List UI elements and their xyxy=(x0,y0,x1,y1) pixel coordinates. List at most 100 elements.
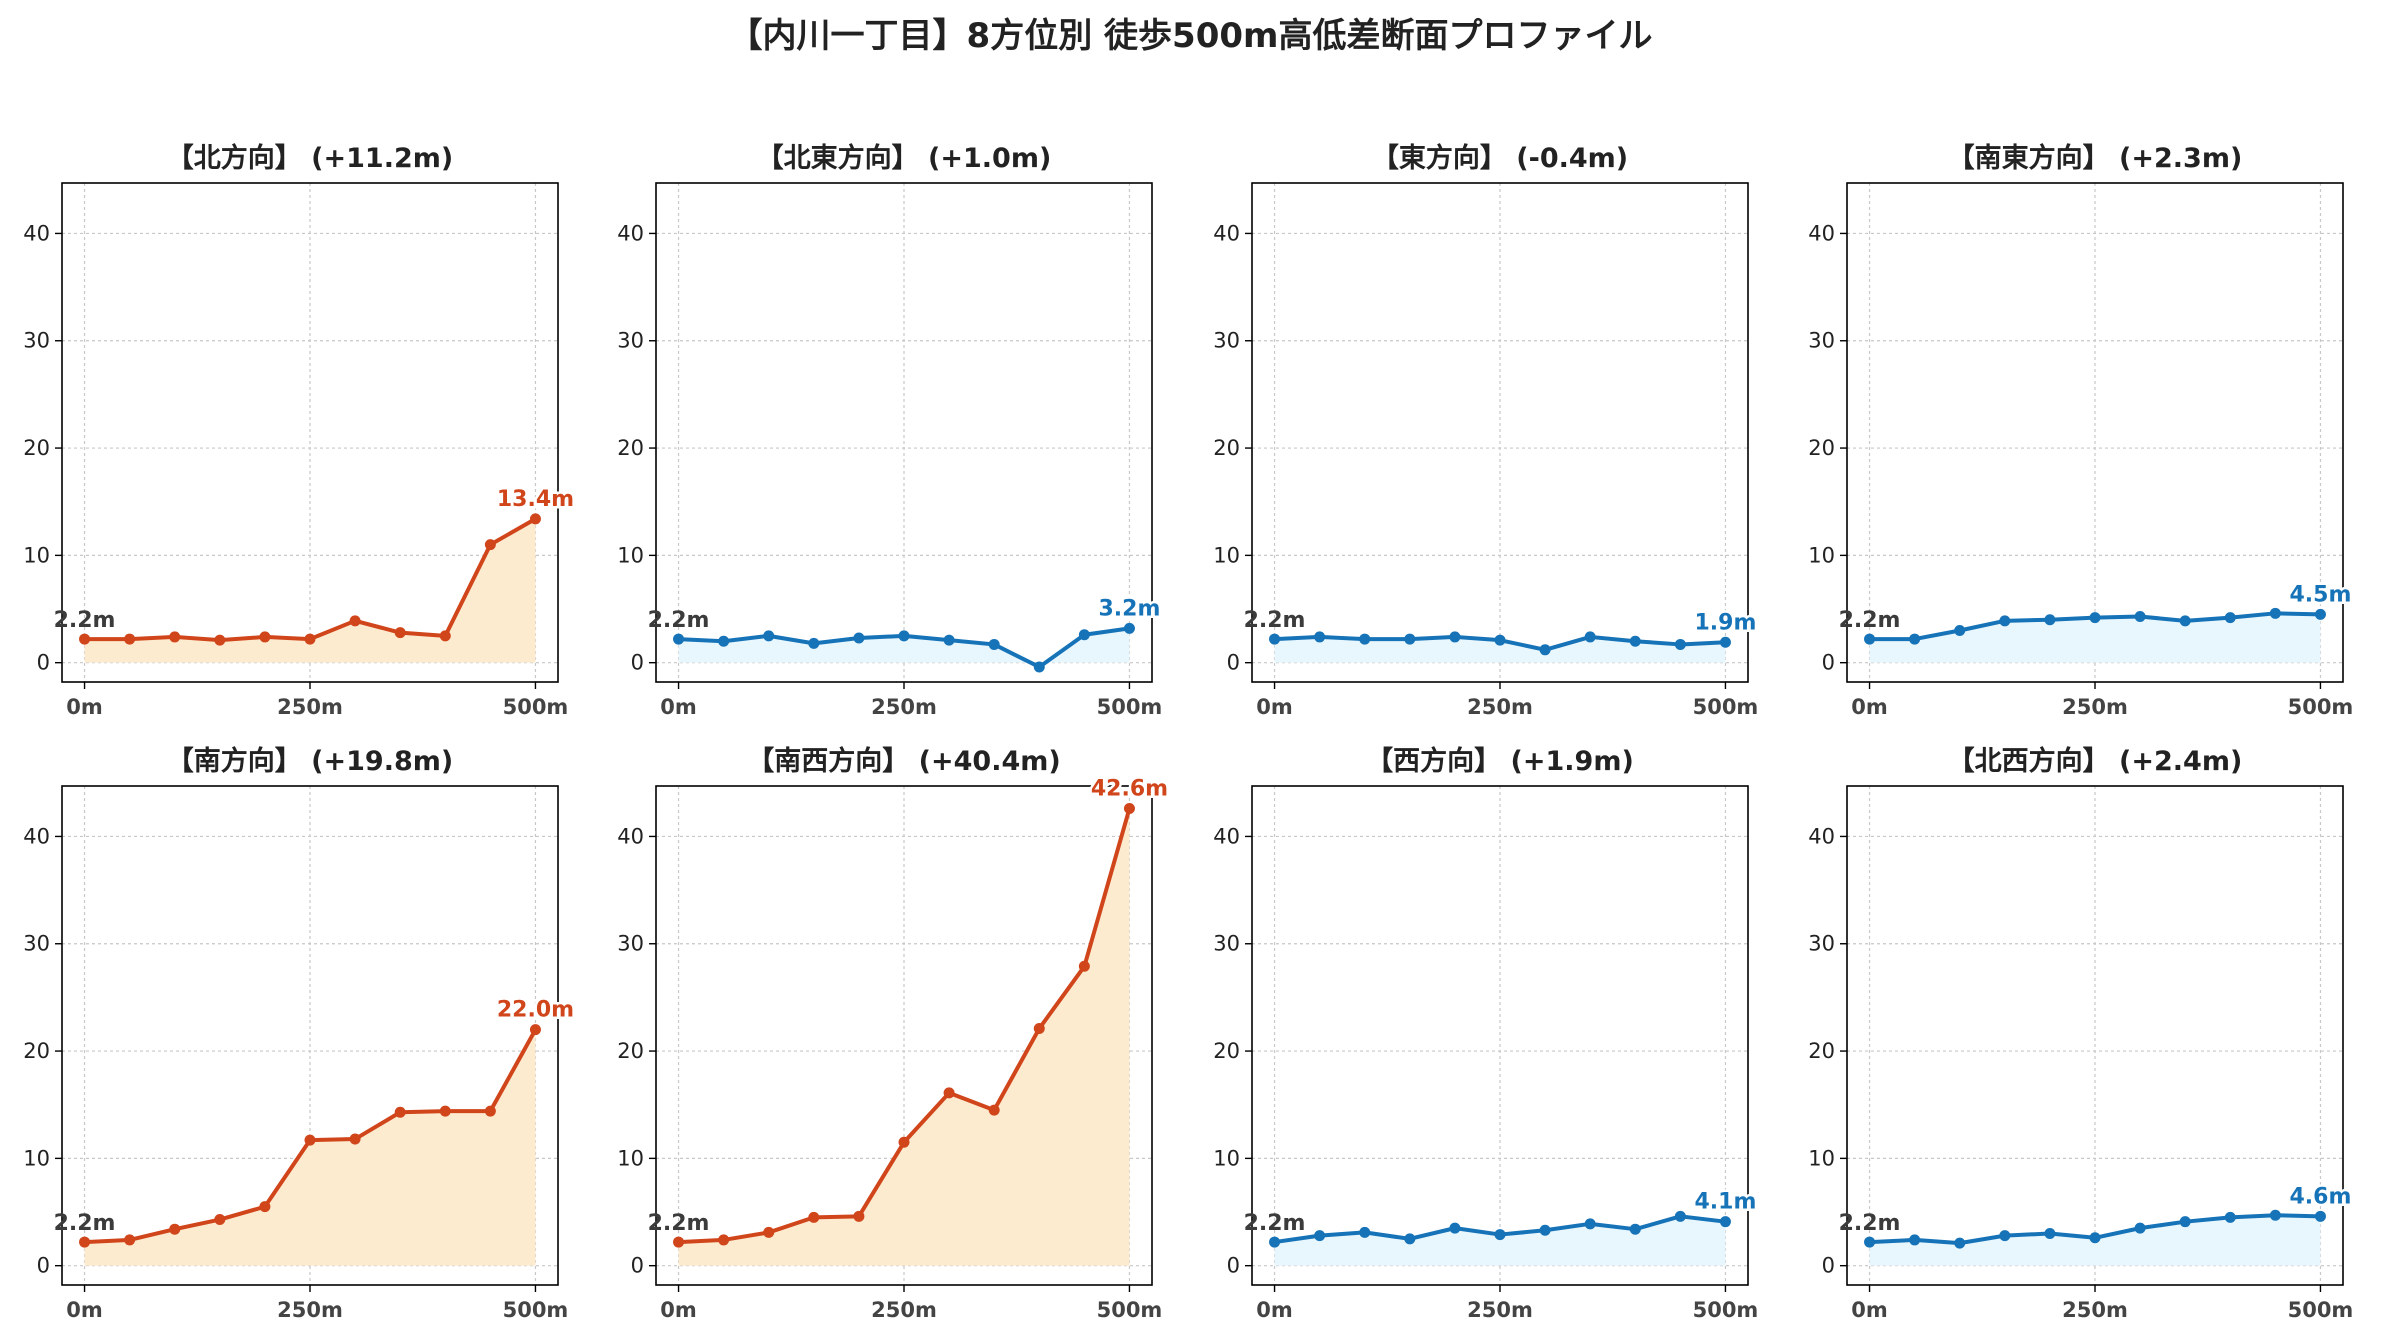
y-tick-label: 30 xyxy=(23,932,50,956)
x-tick-label: 500m xyxy=(1097,695,1163,719)
data-point xyxy=(808,637,820,649)
data-point xyxy=(2089,612,2101,624)
data-point xyxy=(1674,1210,1686,1222)
start-value-label: 2.2m xyxy=(648,608,710,633)
data-point xyxy=(763,630,775,642)
x-tick-label: 500m xyxy=(2288,695,2354,719)
y-tick-label: 40 xyxy=(617,221,644,245)
y-tick-label: 40 xyxy=(23,824,50,848)
subplot-title: 【南方向】 (+19.8m) xyxy=(167,745,453,777)
data-point xyxy=(1999,1230,2011,1242)
data-point xyxy=(1314,631,1326,643)
data-point xyxy=(394,1106,406,1118)
start-value-label: 2.2m xyxy=(54,1211,116,1236)
data-point xyxy=(1314,1230,1326,1242)
data-point xyxy=(2314,1210,2326,1222)
data-point xyxy=(2044,1227,2056,1239)
y-tick-label: 10 xyxy=(617,1146,644,1170)
data-point xyxy=(1539,644,1551,656)
data-point xyxy=(1629,635,1641,647)
data-point xyxy=(1954,624,1966,636)
y-tick-label: 20 xyxy=(1213,1039,1240,1063)
x-tick-label: 0m xyxy=(1851,695,1888,719)
data-point xyxy=(1954,1237,1966,1249)
data-point xyxy=(259,631,271,643)
data-point xyxy=(988,1104,1000,1116)
subplot-6: 【南西方向】 (+40.4m) 0 10 20 30 40 0m 250m 500m 2.2m 42… xyxy=(617,745,1170,1322)
subplot-title: 【東方向】 (-0.4m) xyxy=(1372,142,1628,174)
subplot-title: 【南東方向】 (+2.3m) xyxy=(1948,142,2243,174)
data-point xyxy=(2314,608,2326,620)
y-tick-label: 30 xyxy=(1213,932,1240,956)
y-tick-label: 40 xyxy=(1213,221,1240,245)
x-tick-label: 250m xyxy=(277,1298,343,1322)
subplot-3: 【東方向】 (-0.4m) 0 10 20 30 40 0m 250m 500m 2.2m 1.9m xyxy=(1213,142,1759,719)
data-point xyxy=(853,632,865,644)
data-point xyxy=(79,633,91,645)
data-point xyxy=(1494,634,1506,646)
data-point xyxy=(1539,1224,1551,1236)
data-point xyxy=(349,1133,361,1145)
data-point xyxy=(2134,611,2146,623)
x-tick-label: 0m xyxy=(1256,1298,1293,1322)
subplot-4: 【南東方向】 (+2.3m) 0 10 20 30 40 0m 250m 500m 2.2m 4.5… xyxy=(1808,142,2354,719)
y-tick-label: 30 xyxy=(617,329,644,353)
x-tick-label: 0m xyxy=(660,695,697,719)
x-tick-label: 500m xyxy=(503,1298,569,1322)
y-tick-label: 30 xyxy=(1808,329,1835,353)
y-tick-label: 20 xyxy=(1213,436,1240,460)
data-point xyxy=(304,1134,316,1146)
data-point xyxy=(2269,1209,2281,1221)
data-point xyxy=(1449,1222,1461,1234)
data-point xyxy=(169,1223,181,1235)
data-point xyxy=(2224,612,2236,624)
subplot-7: 【西方向】 (+1.9m) 0 10 20 30 40 0m 250m 500m 2.2m 4.1m xyxy=(1213,745,1759,1322)
y-tick-label: 0 xyxy=(631,651,644,675)
area-fill xyxy=(1274,1216,1726,1266)
data-point xyxy=(898,1136,910,1148)
y-tick-label: 10 xyxy=(1808,1146,1835,1170)
x-tick-label: 250m xyxy=(871,695,937,719)
data-point xyxy=(718,635,730,647)
x-tick-label: 500m xyxy=(1693,695,1759,719)
end-value-label: 4.1m xyxy=(1695,1190,1757,1215)
start-value-label: 2.2m xyxy=(1839,1211,1901,1236)
area-fill xyxy=(678,808,1130,1266)
end-value-label: 13.4m xyxy=(497,487,574,512)
data-point xyxy=(1494,1229,1506,1241)
data-point xyxy=(1449,631,1461,643)
subplot-1: 【北方向】 (+11.2m) 0 10 20 30 40 0m 250m 500m 2.2m 13.… xyxy=(23,142,576,719)
data-point xyxy=(1404,633,1416,645)
x-tick-label: 0m xyxy=(660,1298,697,1322)
x-tick-label: 250m xyxy=(871,1298,937,1322)
data-point xyxy=(763,1226,775,1238)
y-tick-label: 0 xyxy=(37,651,50,675)
data-point xyxy=(214,634,226,646)
y-tick-label: 10 xyxy=(1808,543,1835,567)
data-point xyxy=(124,1234,136,1246)
end-value-label: 1.9m xyxy=(1695,610,1757,635)
data-point xyxy=(394,627,406,639)
data-point xyxy=(1123,622,1135,634)
data-point xyxy=(673,1236,685,1248)
data-point xyxy=(484,1105,496,1117)
y-tick-label: 0 xyxy=(1822,651,1835,675)
y-tick-label: 40 xyxy=(23,221,50,245)
data-point xyxy=(1359,1226,1371,1238)
data-point xyxy=(1719,1216,1731,1228)
start-value-label: 2.2m xyxy=(648,1211,710,1236)
x-tick-label: 0m xyxy=(66,695,103,719)
y-tick-label: 30 xyxy=(1213,329,1240,353)
y-tick-label: 20 xyxy=(1808,1039,1835,1063)
data-point xyxy=(2179,615,2191,627)
data-point xyxy=(1078,960,1090,972)
data-point xyxy=(2269,607,2281,619)
data-point xyxy=(529,1024,541,1036)
data-point xyxy=(2224,1211,2236,1223)
start-value-label: 2.2m xyxy=(54,608,116,633)
area-fill xyxy=(84,518,536,663)
subplot-title: 【北東方向】 (+1.0m) xyxy=(757,142,1052,174)
data-point xyxy=(2179,1216,2191,1228)
area-fill xyxy=(84,1029,536,1266)
x-tick-label: 250m xyxy=(277,695,343,719)
